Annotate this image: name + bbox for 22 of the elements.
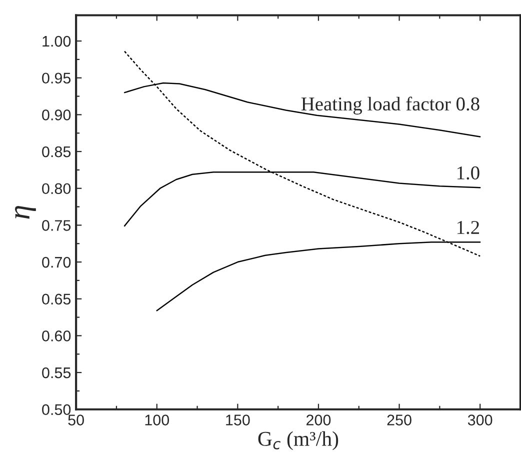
y-tick-label: 0.70 — [42, 256, 71, 268]
y-tick-label: 0.80 — [42, 183, 71, 194]
x-tick-label: 250 — [387, 414, 412, 426]
x-tick-label: 150 — [226, 414, 250, 426]
series-label: 1.0 — [457, 166, 480, 180]
y-tick-label: 0.55 — [42, 367, 71, 378]
x-tick-label: 100 — [145, 414, 170, 426]
y-tick-label: 1.00 — [42, 36, 71, 47]
text: 0.50 — [42, 404, 71, 416]
y-axis-title: η — [14, 206, 36, 219]
y-tick-label: 0.65 — [42, 294, 71, 305]
series-label: Heating load factor 0.8 — [301, 96, 480, 115]
y-tick-label: 0.95 — [42, 72, 71, 84]
x-tick-label: 300 — [468, 414, 492, 426]
x-tick-label: 200 — [306, 414, 331, 426]
x-tick-label: 50 — [68, 414, 84, 426]
y-tick-label: 0.85 — [42, 146, 71, 158]
x-axis-title: G$_{c}$ (m³/h) — [258, 431, 338, 450]
y-tick-label: 0.75 — [42, 220, 71, 231]
series-label: 1.2 — [457, 220, 480, 234]
y-tick-label: 0.60 — [42, 330, 71, 342]
y-tick-label: 0.90 — [42, 110, 71, 120]
